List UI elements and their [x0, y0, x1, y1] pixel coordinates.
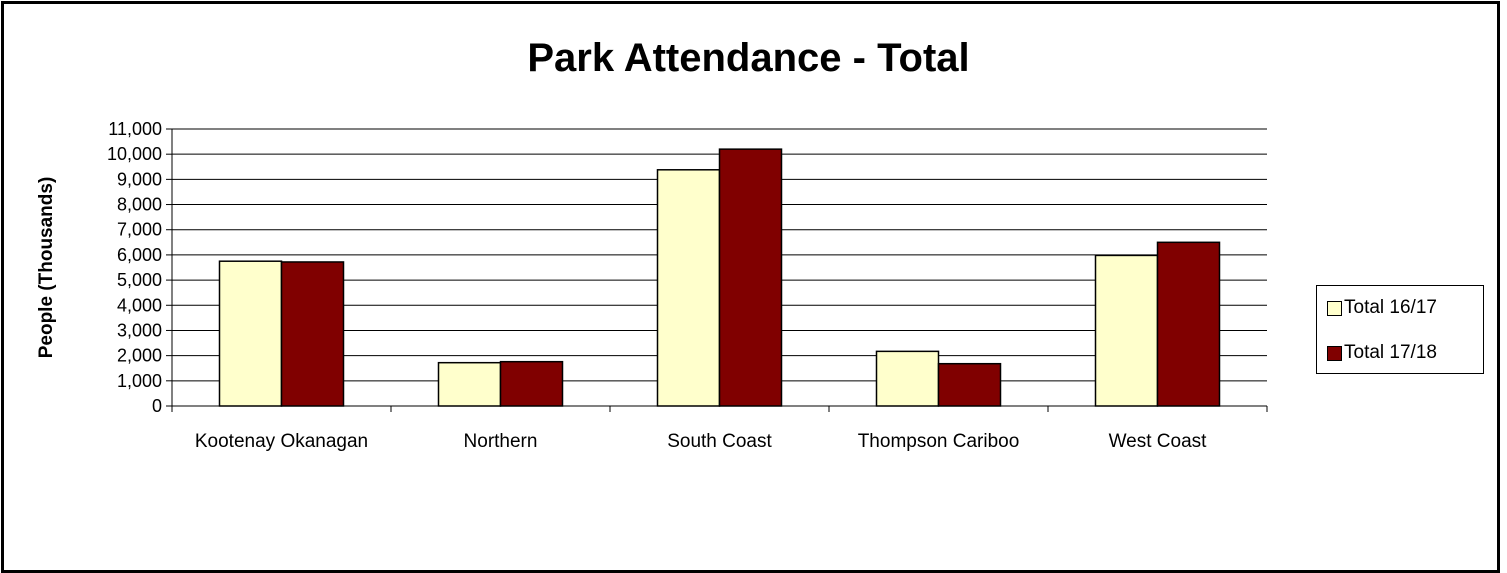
y-tick-label: 4,000 — [117, 295, 162, 315]
bar-total-17-18 — [280, 261, 345, 407]
x-category-label: Northern — [464, 431, 538, 452]
x-category-label: Kootenay Okanagan — [195, 431, 368, 452]
legend-label-series-2: Total 17/18 — [1344, 342, 1437, 363]
bar-total-17-18 — [499, 360, 564, 407]
y-tick-label: 10,000 — [107, 144, 162, 164]
y-tick-label: 0 — [152, 396, 162, 416]
y-tick-label: 8,000 — [117, 195, 162, 215]
x-category-label: South Coast — [667, 431, 772, 452]
y-tick-label: 7,000 — [117, 220, 162, 240]
y-tick-label: 2,000 — [117, 346, 162, 366]
bar-total-17-18 — [1156, 241, 1221, 407]
bar-total-16-17 — [875, 350, 940, 407]
y-tick-label: 11,000 — [108, 119, 162, 139]
legend-swatch-series-1 — [1327, 300, 1342, 316]
legend-item-series-1: Total 16/17 — [1327, 297, 1437, 319]
y-tick-label: 6,000 — [117, 245, 162, 265]
legend-swatch-series-2 — [1327, 345, 1342, 361]
legend-label-series-1: Total 16/17 — [1344, 297, 1437, 318]
legend: Total 16/17 Total 17/18 — [1316, 285, 1484, 374]
chart-title: Park Attendance - Total — [527, 36, 970, 80]
bar-total-16-17 — [437, 361, 502, 407]
x-category-label: Thompson Cariboo — [858, 431, 1020, 452]
bar-total-16-17 — [218, 260, 283, 407]
x-category-label: West Coast — [1109, 431, 1208, 452]
bar-total-16-17 — [656, 169, 721, 407]
y-tick-label: 1,000 — [117, 371, 162, 391]
bar-total-17-18 — [937, 362, 1002, 407]
legend-item-series-2: Total 17/18 — [1327, 342, 1437, 364]
y-axis-label: People (Thousands) — [36, 177, 57, 359]
bar-total-17-18 — [718, 148, 783, 407]
y-tick-label: 5,000 — [117, 270, 162, 290]
y-tick-label: 9,000 — [117, 169, 162, 189]
bar-total-16-17 — [1094, 254, 1159, 407]
y-tick-label: 3,000 — [117, 320, 162, 340]
